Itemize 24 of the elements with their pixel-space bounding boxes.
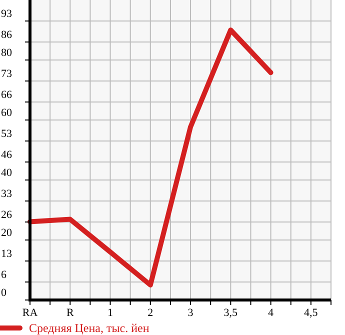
x-tick-label: 3,5	[224, 307, 238, 319]
y-tick-label: 66	[1, 89, 12, 101]
y-tick-label: 80	[1, 47, 12, 59]
x-tick-label: 3	[188, 307, 194, 319]
y-tick-label: 46	[1, 149, 12, 161]
y-tick-label: 86	[1, 29, 12, 41]
x-tick-label: 4,5	[304, 307, 318, 319]
legend-label: Средняя Цена, тыс. йен	[29, 321, 150, 335]
y-tick-label: 93	[1, 8, 12, 20]
y-tick-label: 40	[1, 167, 12, 179]
y-tick-label: 33	[1, 188, 12, 200]
x-tick-label: R	[66, 307, 74, 319]
y-tick-label: 20	[1, 227, 12, 239]
y-tick-label: 0	[1, 287, 7, 299]
y-tick-label: 73	[1, 68, 12, 80]
x-tick-label: 1	[108, 307, 114, 319]
y-tick-label: 53	[1, 128, 12, 140]
y-tick-label: 13	[1, 248, 12, 260]
x-tick-label: RA	[22, 307, 38, 319]
x-tick-label: 4	[268, 307, 274, 319]
y-tick-label: 60	[1, 107, 12, 119]
y-tick-label: 26	[1, 209, 12, 221]
x-tick-label: 2	[148, 307, 154, 319]
y-tick-label: 6	[1, 269, 7, 281]
